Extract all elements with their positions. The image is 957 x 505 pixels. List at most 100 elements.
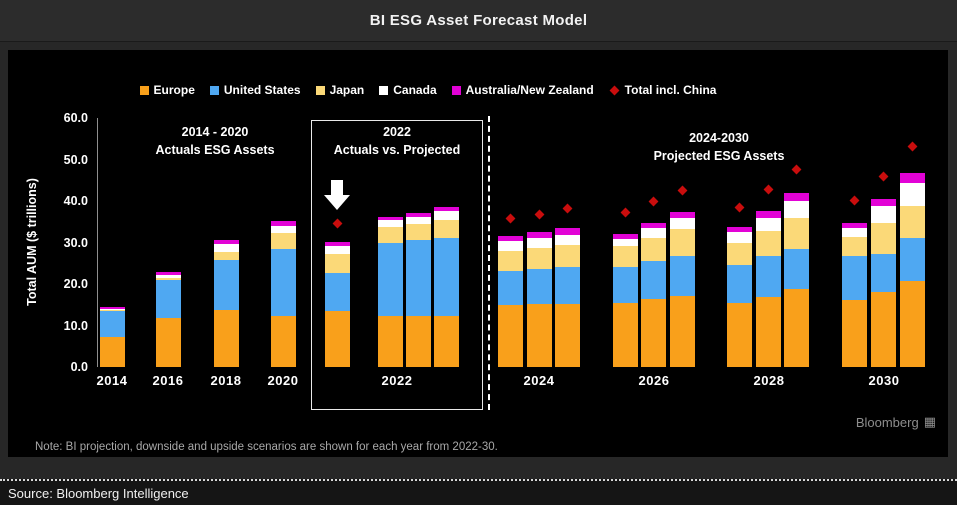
total-incl-china-marker <box>648 196 658 206</box>
bar-segment-japan <box>841 237 867 257</box>
legend-label: Australia/New Zealand <box>465 83 594 97</box>
bar-segment-japan <box>433 220 459 238</box>
section-header-actuals: 2014 - 2020 Actuals ESG Assets <box>155 124 274 159</box>
x-axis-label: 2014 <box>96 373 128 388</box>
y-tick-label: 60.0 <box>63 111 88 125</box>
source-bar: Source: Bloomberg Intelligence <box>0 479 957 505</box>
bar-segment-japan <box>640 238 666 262</box>
x-axis-label: 2022 <box>381 373 413 388</box>
bar-segment-anz <box>726 226 752 233</box>
x-axis-label: 2020 <box>267 373 299 388</box>
stacked-bar <box>640 222 666 367</box>
total-incl-china-marker <box>562 203 572 214</box>
bar-segment-us <box>377 243 403 316</box>
down-arrow-stem <box>331 180 343 195</box>
total-incl-china-marker <box>791 164 801 175</box>
dashed-divider <box>488 116 490 410</box>
stacked-bar <box>213 239 239 367</box>
bar-segment-japan <box>99 310 125 312</box>
y-axis-line <box>97 118 98 367</box>
bar-segment-us <box>497 271 523 306</box>
highlight-box-2022 <box>311 120 483 410</box>
down-arrow-head <box>324 195 350 210</box>
y-tick-label: 10.0 <box>63 318 88 333</box>
bar-segment-us <box>669 256 695 297</box>
bar-segment-canada <box>213 244 239 252</box>
stacked-bar <box>669 211 695 367</box>
bar-segment-us <box>526 268 552 305</box>
section-header-projected: 2024-2030 Projected ESG Assets <box>654 130 785 165</box>
y-tick-label: 20.0 <box>63 277 88 291</box>
bar-segment-us <box>755 256 781 297</box>
section-header-line: 2024-2030 <box>689 131 749 145</box>
y-tick-label: 0.0 <box>70 360 88 374</box>
x-axis-label: 2016 <box>152 373 184 388</box>
bar-segment-japan <box>526 248 552 269</box>
stacked-bar <box>526 231 552 367</box>
stacked-bar <box>497 235 523 367</box>
legend-item-china: Total incl. China <box>609 83 717 97</box>
bar-segment-canada <box>526 237 552 249</box>
stacked-bar <box>870 198 896 367</box>
total-incl-china-marker <box>534 209 544 220</box>
stacked-bar <box>783 192 809 367</box>
bar-segment-canada <box>554 234 580 246</box>
legend-label: Japan <box>329 83 365 97</box>
bar-segment-anz <box>324 241 350 246</box>
bar-segment-japan <box>497 251 523 272</box>
stacked-bar <box>612 234 638 367</box>
x-axis-label: 2030 <box>868 373 900 388</box>
section-header-line: Projected ESG Assets <box>653 148 785 163</box>
bar-segment-us <box>899 238 925 282</box>
bloomberg-logo: Bloomberg ▦ <box>856 414 936 430</box>
section-header-line: Actuals ESG Assets <box>155 142 275 157</box>
x-axis-label: 2018 <box>210 373 242 388</box>
chart-panel: Europe United States Japan Canada Australia/… <box>8 50 948 457</box>
total-incl-china-marker <box>907 141 917 152</box>
anz-legend-marker-icon <box>451 85 461 95</box>
bar-segment-us <box>783 248 809 289</box>
bar-segment-japan <box>899 206 925 239</box>
bar-segment-japan <box>669 229 695 257</box>
bar-segment-anz <box>755 211 781 218</box>
stacked-bar <box>405 212 431 367</box>
bar-segment-europe <box>377 316 403 367</box>
bar-segment-us <box>433 237 459 316</box>
title-bar: BI ESG Asset Forecast Model <box>0 0 957 42</box>
bar-segment-anz <box>155 271 181 276</box>
bar-segment-anz <box>405 212 431 217</box>
y-tick-label: 30.0 <box>63 235 88 250</box>
bar-segment-canada <box>899 183 925 207</box>
bar-segment-anz <box>377 216 403 221</box>
total-incl-china-marker <box>849 195 859 206</box>
bar-segment-europe <box>526 304 552 367</box>
stacked-bar <box>755 211 781 367</box>
legend-label: Total incl. China <box>624 83 717 97</box>
bar-segment-japan <box>324 254 350 274</box>
bar-segment-canada <box>99 309 125 311</box>
bar-segment-japan <box>377 226 403 244</box>
stacked-bar <box>433 206 459 367</box>
y-tick-label: 50.0 <box>63 152 88 167</box>
total-incl-china-marker <box>878 171 888 182</box>
europe-legend-marker-icon <box>139 85 149 95</box>
legend-label: United States <box>223 83 301 97</box>
bar-segment-europe <box>554 303 580 367</box>
bar-segment-us <box>612 267 638 304</box>
canada-legend-marker-icon <box>379 85 389 95</box>
bar-segment-anz <box>669 211 695 218</box>
bar-segment-europe <box>497 305 523 367</box>
x-axis-label: 2024 <box>523 373 555 388</box>
bar-segment-japan <box>870 222 896 254</box>
legend-item-japan: Japan <box>315 83 365 97</box>
bar-segment-japan <box>726 242 752 265</box>
bar-segment-canada <box>755 217 781 231</box>
bar-segment-us <box>726 264 752 304</box>
bar-segment-canada <box>433 211 459 221</box>
bar-segment-canada <box>405 216 431 224</box>
bar-segment-anz <box>433 206 459 212</box>
stacked-bar <box>841 222 867 367</box>
total-incl-china-marker <box>734 202 744 213</box>
bar-segment-canada <box>377 220 403 227</box>
